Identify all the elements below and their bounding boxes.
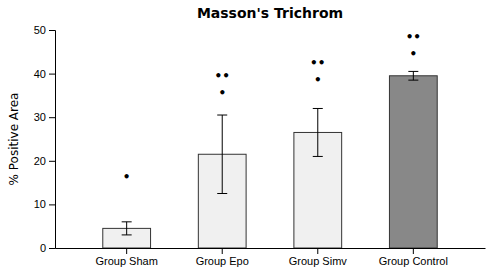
error-bars xyxy=(122,71,419,235)
y-tick-label: 40 xyxy=(34,68,46,80)
y-tick-mark xyxy=(49,204,55,205)
y-tick-label: 20 xyxy=(34,155,46,167)
significance-marker: • xyxy=(314,73,322,87)
y-tick-mark xyxy=(49,117,55,118)
error-bar-cap xyxy=(313,156,323,157)
x-axis-line xyxy=(56,248,486,249)
x-tick-label: Group Simv xyxy=(289,255,348,267)
y-tick: 20 xyxy=(34,155,55,167)
y-tick: 0 xyxy=(40,242,55,254)
error-bar xyxy=(408,71,418,80)
y-tick: 40 xyxy=(34,68,55,80)
chart: 0 10 20 30 40 50 Group Sham Group Epo Group Simv… xyxy=(0,0,500,278)
significance-marker: • xyxy=(409,47,417,61)
y-tick-label: 50 xyxy=(34,24,46,36)
annotations: •••••••••• xyxy=(123,30,421,185)
significance-marker: • xyxy=(123,170,131,184)
error-bar xyxy=(122,222,132,235)
y-axis-line xyxy=(49,31,56,249)
significance-marker: • xyxy=(218,86,226,100)
y-tick: 30 xyxy=(34,111,55,123)
error-bar-stem xyxy=(413,71,414,80)
y-tick-mark xyxy=(49,248,55,249)
error-bar-cap xyxy=(217,115,227,116)
error-bar xyxy=(217,115,227,193)
x-tick-label: Group Sham xyxy=(95,255,157,267)
error-bar-cap xyxy=(122,221,132,222)
bar xyxy=(389,76,437,248)
plot-area: 0 10 20 30 40 50 Group Sham Group Epo Group Simv… xyxy=(34,24,486,267)
x-tick: Group Sham xyxy=(95,248,157,267)
error-bar-cap xyxy=(122,234,132,235)
y-tick-label: 30 xyxy=(34,111,46,123)
title: Masson's Trichrom xyxy=(197,5,343,21)
x-tick: Group Control xyxy=(379,248,448,267)
x-tick-mark xyxy=(126,248,127,254)
y-tick-mark xyxy=(49,30,55,31)
significance-marker: •• xyxy=(406,30,421,44)
bars xyxy=(103,76,437,248)
x-tick-mark xyxy=(222,248,223,254)
y-tick-label: 10 xyxy=(34,198,46,210)
error-bar-stem xyxy=(222,115,223,193)
x-tick-mark xyxy=(413,248,414,254)
x-tick: Group Epo xyxy=(196,248,249,267)
x-axis: Group Sham Group Epo Group Simv Group Contr… xyxy=(56,248,486,267)
y-tick: 50 xyxy=(34,24,55,36)
significance-marker: •• xyxy=(215,69,230,83)
y-axis-title: % Positive Area xyxy=(7,93,21,186)
y-tick-mark xyxy=(49,74,55,75)
y-tick-mark xyxy=(49,161,55,162)
error-bar-cap xyxy=(217,193,227,194)
x-tick: Group Simv xyxy=(289,248,348,267)
y-tick-label: 0 xyxy=(40,242,46,254)
error-bar-cap xyxy=(408,71,418,72)
error-bar xyxy=(313,108,323,156)
error-bar-stem xyxy=(126,222,127,235)
error-bar-stem xyxy=(317,108,318,156)
error-bar-cap xyxy=(313,108,323,109)
x-tick-mark xyxy=(317,248,318,254)
y-tick: 10 xyxy=(34,198,55,210)
x-tick-label: Group Control xyxy=(379,255,448,267)
y-axis: 0 10 20 30 40 50 xyxy=(34,24,56,254)
significance-marker: •• xyxy=(310,56,325,70)
error-bar-cap xyxy=(408,80,418,81)
x-tick-label: Group Epo xyxy=(196,255,249,267)
marks xyxy=(103,71,437,248)
